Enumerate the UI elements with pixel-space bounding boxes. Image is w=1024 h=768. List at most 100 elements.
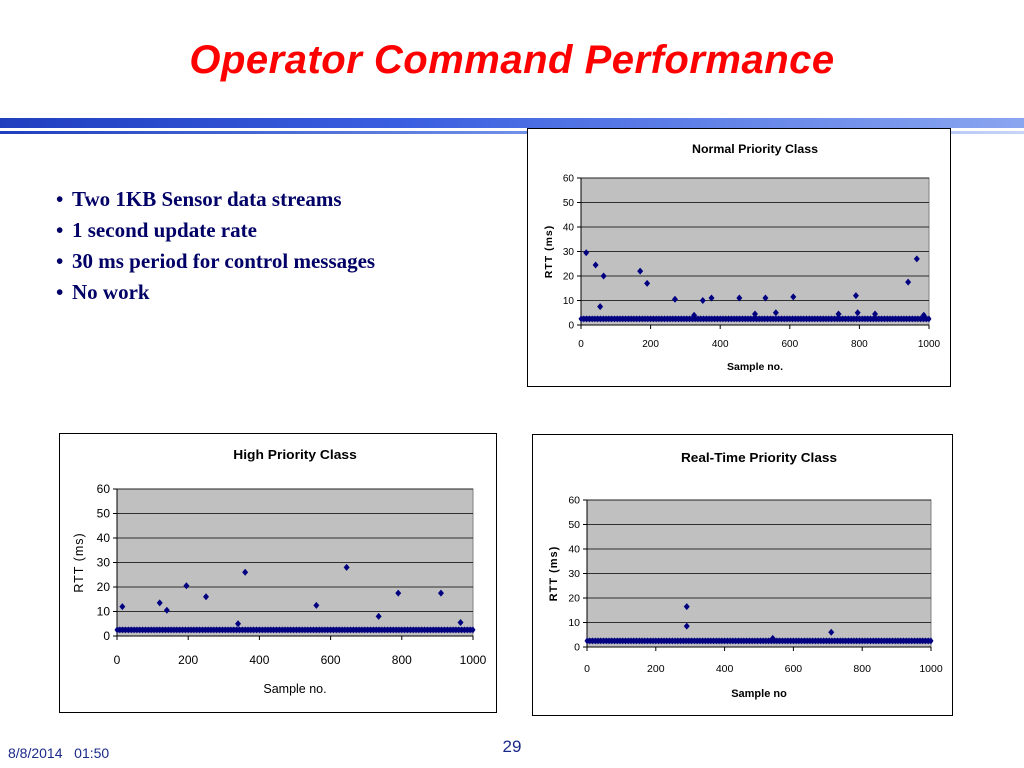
baseline-marker	[205, 626, 211, 634]
x-tick-label: 800	[851, 339, 868, 350]
baseline-marker	[812, 315, 818, 323]
baseline-marker	[276, 626, 282, 634]
baseline-marker	[373, 626, 379, 634]
baseline-marker	[879, 315, 885, 323]
baseline-marker	[678, 637, 684, 645]
baseline-marker	[753, 315, 759, 323]
baseline-marker	[350, 626, 356, 634]
baseline-marker	[592, 315, 598, 323]
baseline-marker	[795, 315, 801, 323]
baseline-marker	[222, 626, 228, 634]
y-tick-label: 10	[563, 296, 575, 307]
baseline-marker	[801, 637, 807, 645]
baseline-marker	[832, 637, 838, 645]
baseline-marker	[191, 626, 197, 634]
bullet-item: • 30 ms period for control messages	[56, 246, 375, 277]
baseline-marker	[117, 626, 123, 634]
baseline-marker	[818, 637, 824, 645]
baseline-marker	[909, 315, 915, 323]
data-point	[592, 261, 599, 269]
baseline-marker	[915, 315, 921, 323]
baseline-marker	[313, 626, 319, 634]
baseline-marker	[359, 626, 365, 634]
x-tick-label: 800	[392, 653, 412, 667]
data-point	[183, 582, 190, 590]
data-point	[752, 310, 758, 318]
x-tick-label: 400	[716, 663, 734, 675]
baseline-marker	[669, 637, 675, 645]
baseline-marker	[917, 637, 923, 645]
bullet-dot-icon: •	[56, 187, 64, 211]
baseline-marker	[188, 626, 194, 634]
baseline-marker	[823, 315, 829, 323]
baseline-marker	[601, 637, 607, 645]
baseline-marker	[713, 637, 719, 645]
y-tick-label: 20	[97, 580, 111, 594]
baseline-marker	[296, 626, 302, 634]
baseline-marker	[887, 637, 893, 645]
baseline-marker	[134, 626, 140, 634]
baseline-marker	[744, 637, 750, 645]
y-tick-label: 60	[563, 174, 575, 185]
baseline-marker	[856, 637, 862, 645]
bullet-item: • 1 second update rate	[56, 215, 375, 246]
baseline-marker	[444, 626, 450, 634]
baseline-marker	[673, 315, 679, 323]
baseline-marker	[447, 626, 453, 634]
x-tick-label: 400	[712, 339, 729, 350]
baseline-marker	[603, 637, 609, 645]
baseline-marker	[217, 626, 223, 634]
data-point	[905, 278, 912, 286]
baseline-marker	[889, 637, 895, 645]
baseline-marker	[600, 315, 606, 323]
baseline-marker	[387, 626, 393, 634]
baseline-marker	[623, 637, 629, 645]
y-tick-label: 20	[568, 593, 580, 605]
baseline-marker	[767, 315, 773, 323]
baseline-marker	[801, 315, 807, 323]
x-axis-label: Sample no.	[263, 682, 326, 696]
baseline-marker	[922, 637, 928, 645]
baseline-marker	[907, 315, 913, 323]
baseline-marker	[851, 315, 857, 323]
baseline-marker	[131, 626, 137, 634]
baseline-marker	[708, 637, 714, 645]
baseline-marker	[722, 637, 728, 645]
chart-title: Real-Time Priority Class	[681, 450, 837, 465]
baseline-marker	[906, 637, 912, 645]
data-point	[600, 272, 607, 280]
baseline-marker	[884, 637, 890, 645]
baseline-marker	[279, 626, 285, 634]
baseline-marker	[140, 626, 146, 634]
baseline-marker	[734, 315, 740, 323]
baseline-marker	[461, 626, 467, 634]
bullet-dot-icon: •	[56, 218, 64, 242]
baseline-marker	[639, 315, 645, 323]
bullet-text: 30 ms period for control messages	[72, 249, 376, 273]
baseline-marker	[242, 626, 248, 634]
baseline-marker	[467, 626, 473, 634]
baseline-marker	[705, 637, 711, 645]
baseline-marker	[738, 637, 744, 645]
baseline-marker	[691, 637, 697, 645]
baseline-marker	[634, 637, 640, 645]
baseline-marker	[597, 315, 603, 323]
baseline-marker	[687, 315, 693, 323]
baseline-marker	[194, 626, 200, 634]
baseline-marker	[208, 626, 214, 634]
data-point	[203, 593, 209, 601]
baseline-marker	[598, 637, 604, 645]
x-tick-label: 800	[853, 663, 871, 675]
baseline-marker	[912, 315, 918, 323]
baseline-marker	[748, 315, 754, 323]
chart-title: Normal Priority Class	[692, 142, 818, 156]
baseline-marker	[442, 626, 448, 634]
baseline-marker	[711, 637, 717, 645]
baseline-marker	[817, 315, 823, 323]
baseline-marker	[735, 637, 741, 645]
data-point	[156, 599, 163, 607]
baseline-marker	[702, 637, 708, 645]
baseline-marker	[670, 315, 676, 323]
baseline-marker	[680, 637, 686, 645]
baseline-marker	[182, 626, 188, 634]
